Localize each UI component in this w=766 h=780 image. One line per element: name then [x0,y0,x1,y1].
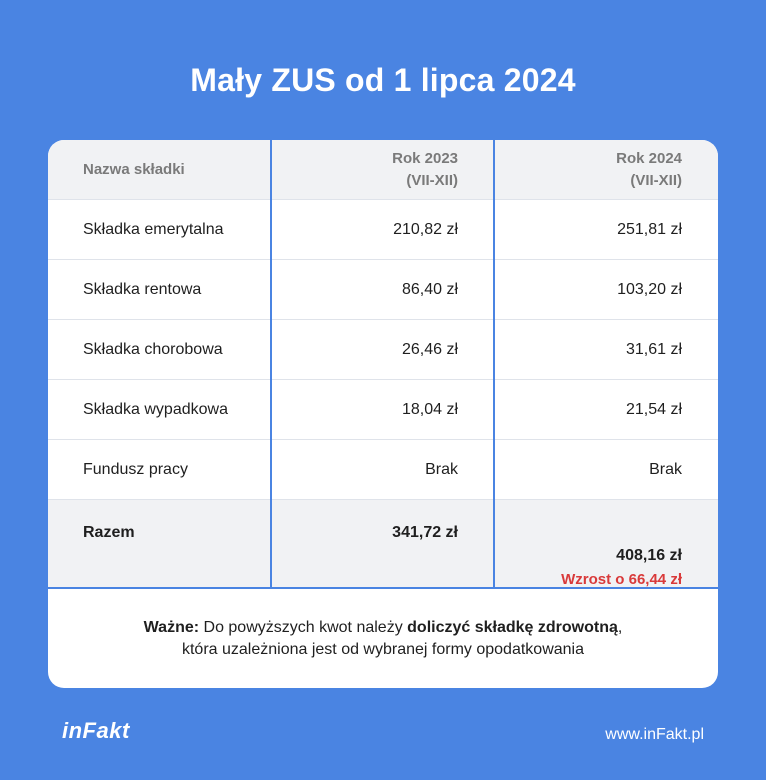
table-header-row: Nazwa składki Rok 2023 (VII-XII) Rok 202… [48,140,718,200]
note-text: Do powyższych kwot należy [199,618,408,636]
table-bottom-divider [48,587,718,589]
row-name: Składka rentowa [83,280,202,298]
header-2024: Rok 2024 (VII-XII) [496,140,682,199]
important-note: Ważne: Do powyższych kwot należy doliczy… [48,589,718,688]
header-2023-year: Rok 2023 [392,149,458,167]
row-value-2023: 18,04 zł [401,400,458,418]
row-value-2023: Brak [425,460,458,478]
table-row: Składka chorobowa 26,46 zł 31,61 zł [48,320,718,380]
table-row: Składka wypadkowa 18,04 zł 21,54 zł [48,380,718,440]
row-value-2023: 210,82 zł [393,220,458,238]
row-value-2024: 251,81 zł [617,220,682,238]
header-2023: Rok 2023 (VII-XII) [272,140,458,199]
row-value-2024: 31,61 zł [625,340,682,358]
header-2023-period: (VII-XII) [406,171,458,189]
note-comma: , [617,618,623,636]
row-value-2024: 103,20 zł [617,280,682,298]
note-label: Ważne: [143,618,200,636]
header-2024-period: (VII-XII) [630,171,682,189]
header-2024-year: Rok 2024 [616,149,682,167]
row-name: Fundusz pracy [83,460,188,478]
table-total-row: Razem 341,72 zł 408,16 zł Wzrost o 66,44… [48,500,718,588]
total-name: Razem [83,524,135,541]
table-row: Fundusz pracy Brak Brak [48,440,718,500]
zus-table-card: Nazwa składki Rok 2023 (VII-XII) Rok 202… [48,140,718,688]
table-row: Składka rentowa 86,40 zł 103,20 zł [48,260,718,320]
row-name: Składka emerytalna [83,220,224,238]
row-value-2023: 26,46 zł [401,340,458,358]
row-name: Składka chorobowa [83,340,223,358]
increase-label: Wzrost o 66,44 zł [561,571,682,588]
row-value-2024: 21,54 zł [625,400,682,418]
column-divider [270,140,272,588]
total-value-2024: 408,16 zł [616,547,682,564]
note-line-1: Ważne: Do powyższych kwot należy doliczy… [144,617,623,639]
website-url[interactable]: www.inFakt.pl [605,726,704,743]
note-emphasis: doliczyć składkę zdrowotną [407,618,618,636]
row-name: Składka wypadkowa [83,400,228,418]
total-value-2023: 341,72 zł [392,524,458,541]
column-divider [493,140,495,588]
row-value-2023: 86,40 zł [401,280,458,298]
infakt-logo: inFakt [62,718,130,743]
row-value-2024: Brak [649,460,682,478]
header-name: Nazwa składki [83,160,185,178]
note-line-2: która uzależniona jest od wybranej formy… [181,640,584,658]
table-row: Składka emerytalna 210,82 zł 251,81 zł [48,200,718,260]
total-2024: 408,16 zł Wzrost o 66,44 zł [496,500,682,588]
page-title: Mały ZUS od 1 lipca 2024 [190,62,576,98]
